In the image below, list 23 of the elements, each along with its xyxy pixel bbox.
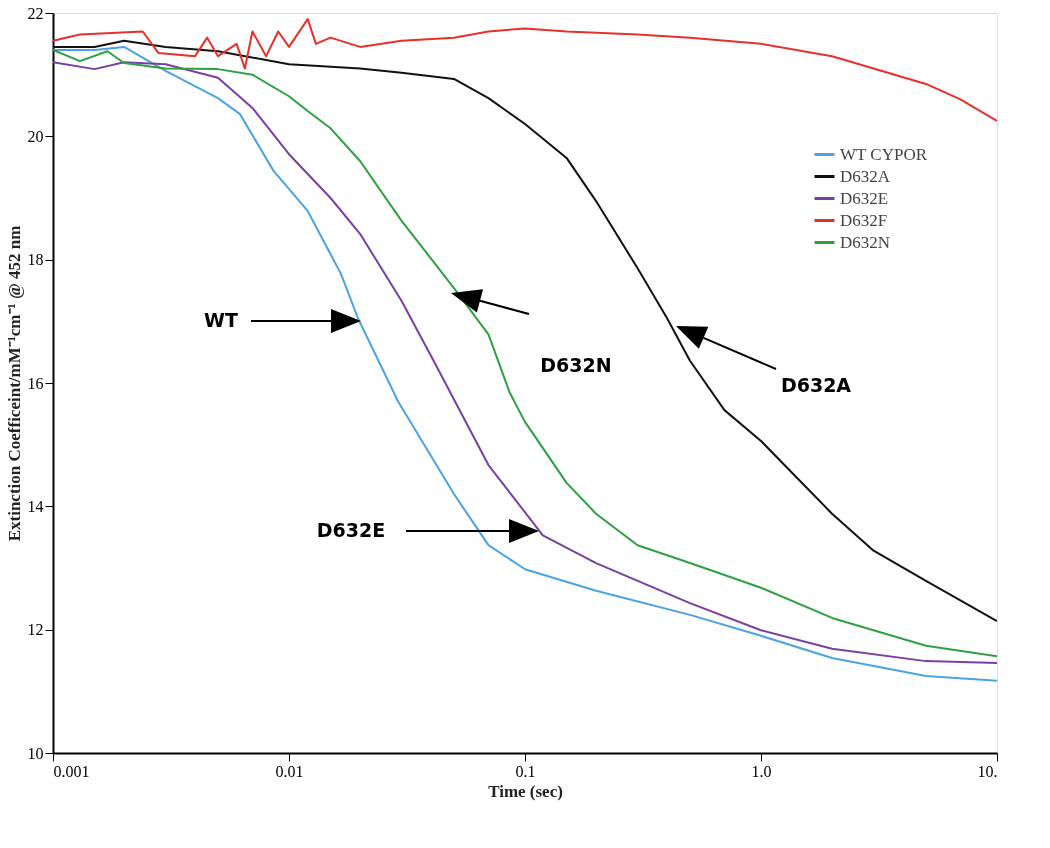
legend-label: D632A — [840, 166, 891, 186]
annotation: D632E — [316, 519, 386, 541]
y-tick-label: 10 — [27, 744, 44, 762]
x-axis-title: Time (sec) — [488, 781, 563, 801]
x-tick-label: 1.0 — [751, 762, 772, 780]
y-tick-label: 22 — [27, 4, 44, 22]
legend-label: D632F — [840, 210, 888, 230]
y-axis-title: Extinction Coefficeint/mM⁻¹cm⁻¹ @ 452 nm — [4, 225, 24, 542]
x-tick-label: 10. — [977, 762, 998, 780]
legend-label: D632N — [840, 232, 891, 252]
legend-label: D632E — [840, 188, 889, 208]
legend-label: WT CYPOR — [840, 144, 928, 164]
annotation: D632A — [780, 374, 852, 396]
y-tick-label: 12 — [27, 621, 44, 639]
x-tick-label: 0.01 — [275, 762, 304, 780]
y-tick-label: 20 — [27, 127, 44, 145]
y-tick-label: 18 — [27, 251, 44, 269]
y-tick-label: 14 — [27, 497, 44, 515]
x-tick-label: 0.001 — [53, 762, 90, 780]
annotation: D632N — [540, 354, 612, 376]
annotation: WT — [204, 309, 238, 331]
x-tick-label: 0.1 — [515, 762, 536, 780]
y-tick-label: 16 — [27, 374, 44, 392]
